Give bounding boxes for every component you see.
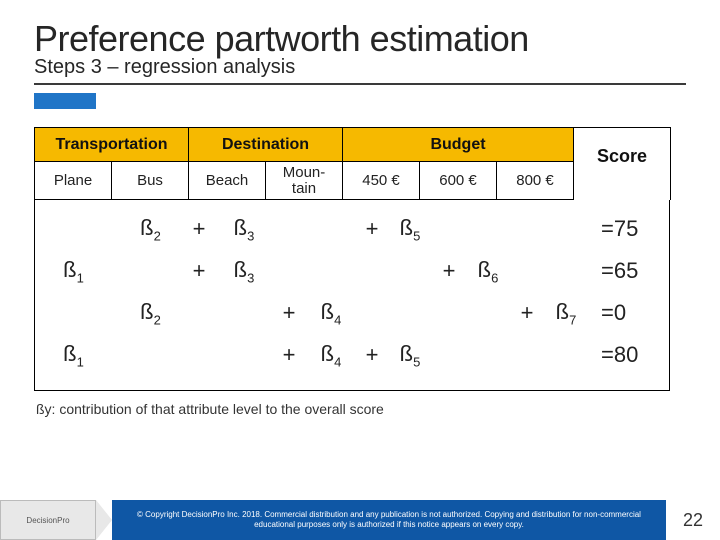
col-800: 800 € — [497, 162, 574, 200]
group-budget: Budget — [343, 128, 574, 162]
col-450: 450 € — [343, 162, 420, 200]
col-mountain: Moun- tain — [266, 162, 343, 200]
col-beach: Beach — [189, 162, 266, 200]
col-plane: Plane — [35, 162, 112, 200]
accent-bar — [34, 93, 96, 109]
footer-chevron — [96, 500, 112, 540]
col-600: 600 € — [420, 162, 497, 200]
header-table: Transportation Destination Budget Score … — [34, 127, 671, 200]
slide-footer: DecisionPro © Copyright DecisionPro Inc.… — [0, 500, 720, 540]
equation-row: ß1+ß4+ß5=80 — [35, 334, 669, 376]
equation-row: ß1+ß3+ß6=65 — [35, 250, 669, 292]
partworth-table: Transportation Destination Budget Score … — [34, 127, 686, 391]
footnote: ßy: contribution of that attribute level… — [36, 401, 686, 417]
copyright-text: © Copyright DecisionPro Inc. 2018. Comme… — [112, 500, 666, 540]
footnote-text: ßy: contribution of that attribute level… — [36, 401, 384, 417]
title-underline — [34, 83, 686, 85]
equation-row: ß2+ß3+ß5=75 — [35, 208, 669, 250]
page-title: Preference partworth estimation — [34, 18, 686, 60]
page-number: 22 — [666, 500, 720, 540]
group-transportation: Transportation — [35, 128, 189, 162]
equation-rows: ß2+ß3+ß5=75ß1+ß3+ß6=65ß2+ß4+ß7=0ß1+ß4+ß5… — [34, 200, 670, 391]
col-bus: Bus — [112, 162, 189, 200]
equation-row: ß2+ß4+ß7=0 — [35, 292, 669, 334]
logo: DecisionPro — [0, 500, 96, 540]
score-header: Score — [574, 128, 671, 200]
group-destination: Destination — [189, 128, 343, 162]
